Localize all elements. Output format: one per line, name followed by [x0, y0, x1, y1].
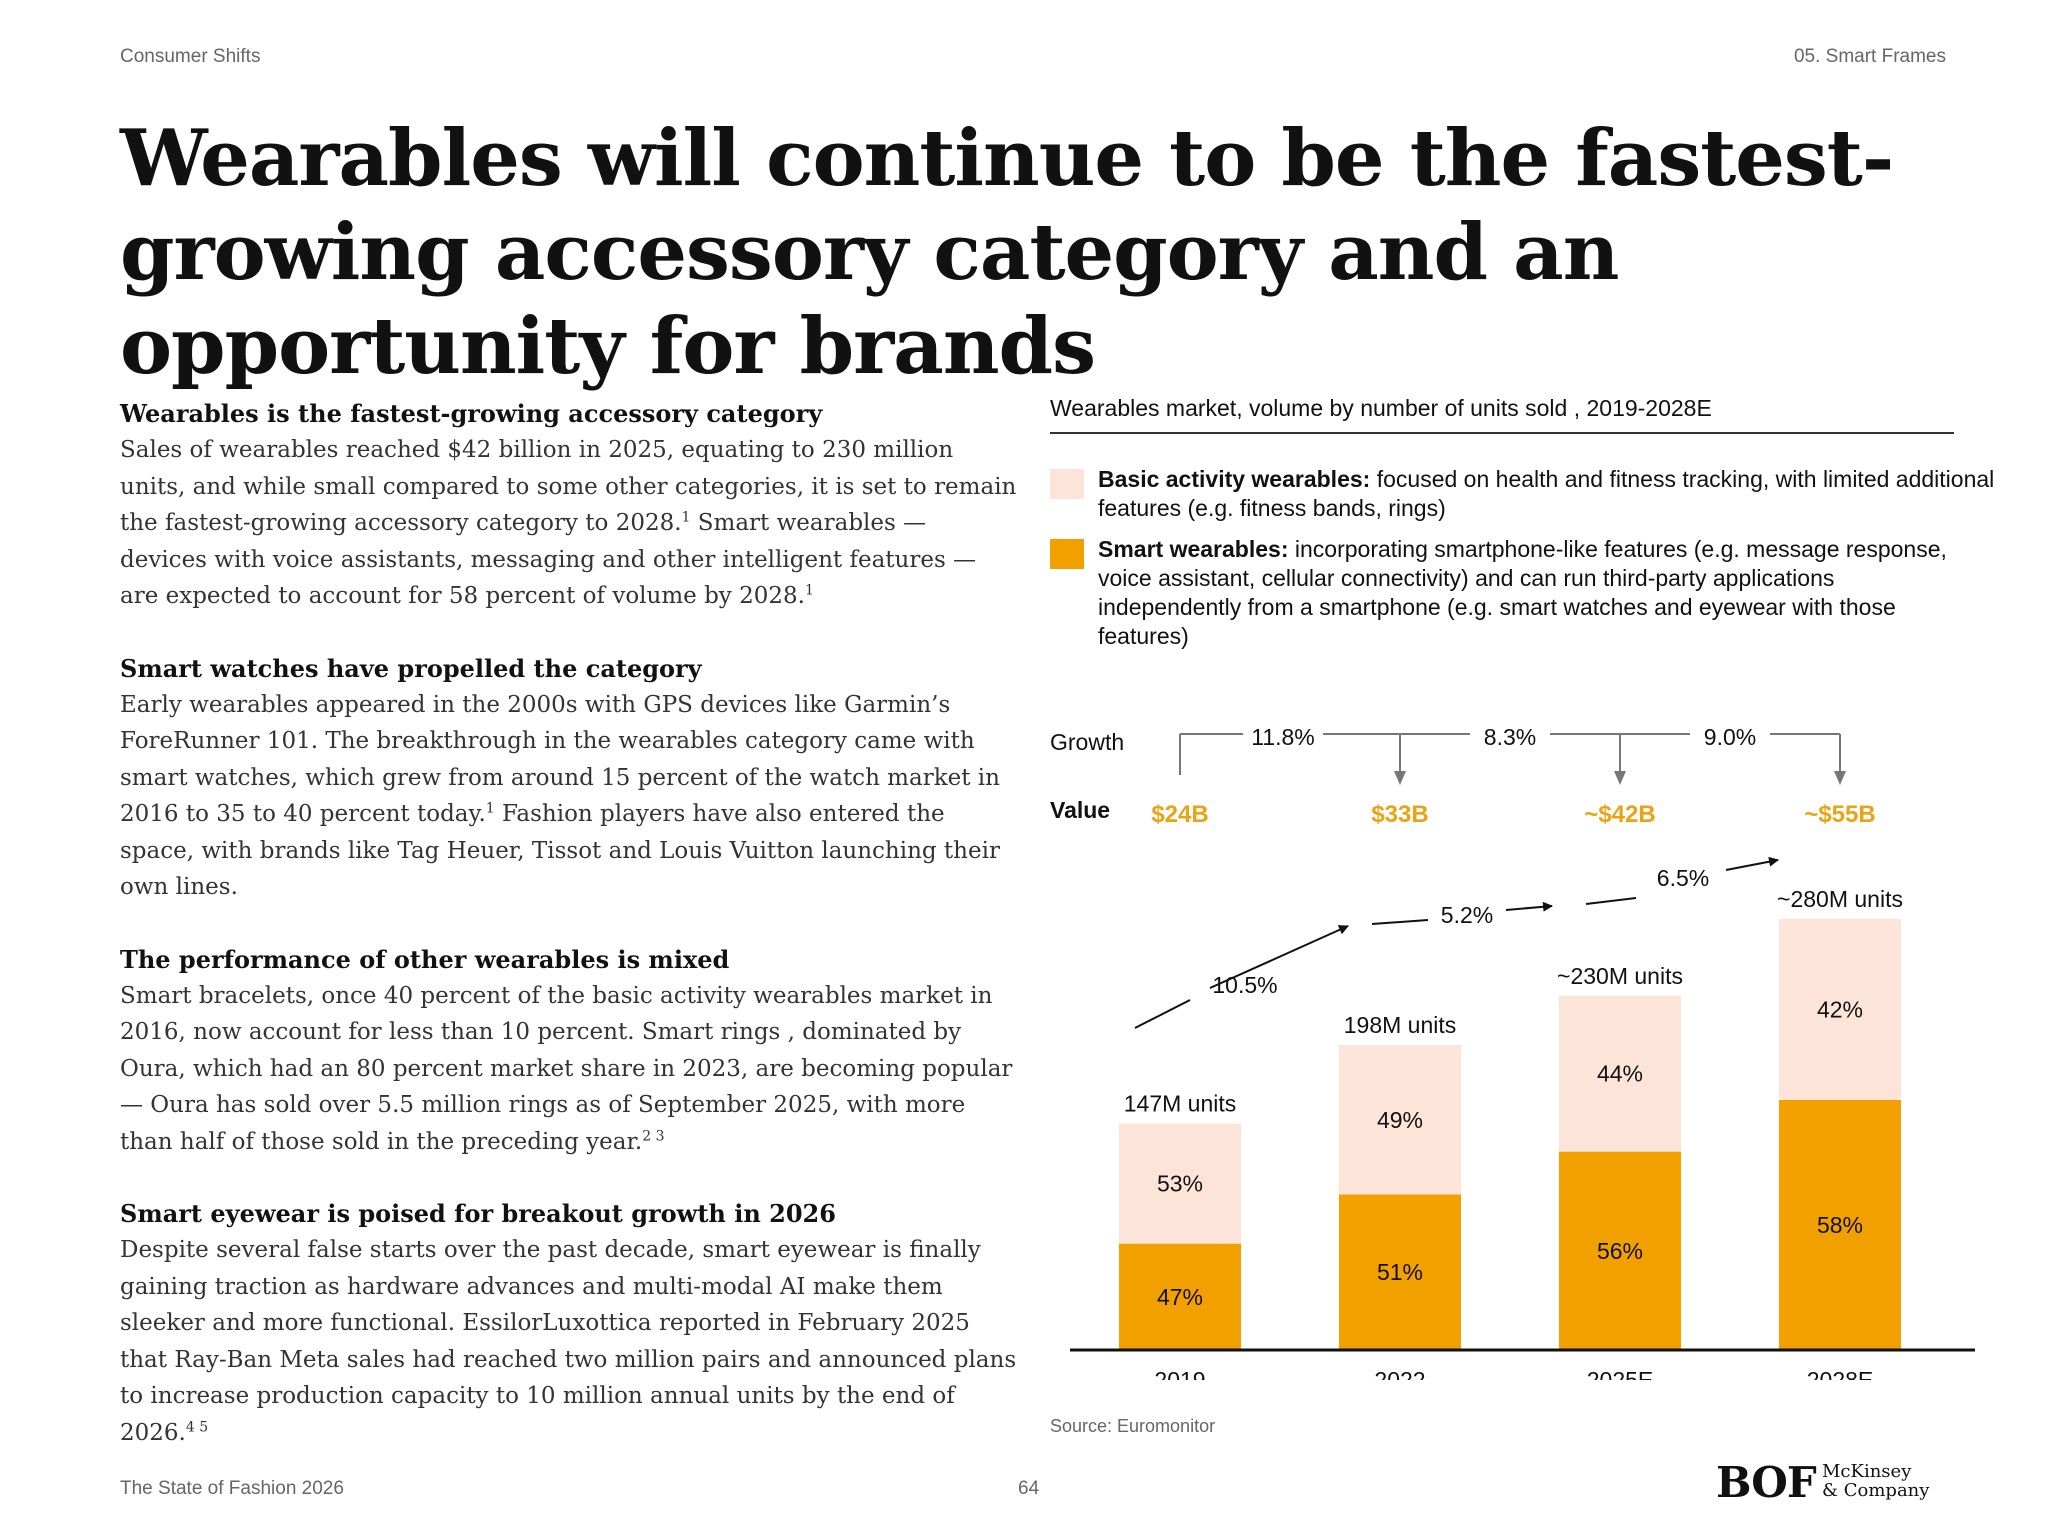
growth-row-label: Growth	[1050, 729, 1124, 755]
footnote-ref: 2 3	[642, 1127, 665, 1144]
market-value-label: $33B	[1371, 801, 1428, 828]
chart-title: Wearables market, volume by number of un…	[1050, 395, 1954, 434]
bar-percent-label-basic: 44%	[1597, 1061, 1643, 1087]
bar-segment-smart	[1119, 1243, 1241, 1350]
volume-growth-label: 10.5%	[1212, 972, 1277, 998]
volume-growth-line	[1134, 999, 1191, 1029]
bof-logo: BOF	[1716, 1458, 1817, 1507]
section-heading: Smart watches have propelled the categor…	[120, 653, 702, 683]
bar-total-label: ~280M units	[1777, 886, 1903, 912]
chapter-label: 05. Smart Frames	[1793, 46, 1946, 67]
volume-growth-line	[1585, 897, 1637, 905]
market-value-label: ~$55B	[1804, 801, 1875, 828]
volume-growth-label: 6.5%	[1657, 865, 1709, 891]
bar-total-label: 147M units	[1124, 1091, 1237, 1117]
legend-swatch-smart	[1050, 539, 1084, 569]
value-row-label: Value	[1050, 797, 1110, 823]
market-value-label: $24B	[1151, 801, 1208, 828]
section-wearables-fastest-growing: Wearables is the fastest-growing accesso…	[120, 396, 1020, 615]
x-tick-label: 2025E	[1587, 1367, 1654, 1380]
section-heading: Wearables is the fastest-growing accesso…	[120, 399, 823, 428]
bar-segment-basic	[1779, 918, 1901, 1100]
legend-series-name: Basic activity wearables:	[1098, 466, 1371, 492]
section-body: Despite several false starts over the pa…	[120, 1237, 1017, 1446]
footer-report-title: The State of Fashion 2026	[120, 1478, 344, 1499]
section-body: Sales of wearables reached $42 billion i…	[120, 437, 1017, 609]
bar-percent-label-smart: 58%	[1817, 1212, 1863, 1238]
section-body: Early wearables appeared in the 2000s wi…	[120, 691, 1000, 901]
bar-percent-label-basic: 49%	[1377, 1107, 1423, 1133]
page-number: 64	[1018, 1478, 1040, 1499]
legend-series-description: focused on health and fitness tracking, …	[1098, 466, 1995, 521]
bar-segment-basic	[1339, 1045, 1461, 1195]
bar-percent-label-basic: 42%	[1817, 996, 1863, 1022]
footnote-ref: 1	[804, 582, 814, 599]
bar-segment-basic	[1559, 995, 1681, 1152]
x-tick-label: 2019	[1154, 1367, 1205, 1380]
volume-growth-label: 5.2%	[1441, 902, 1493, 928]
footnote-ref: 1	[681, 509, 691, 526]
section-smart-watches: Smart watches have propelled the categor…	[120, 651, 1020, 906]
section-smart-eyewear: Smart eyewear is poised for breakout gro…	[120, 1196, 1020, 1451]
section-heading: The performance of other wearables is mi…	[120, 944, 730, 974]
legend-text-smart: Smart wearables: incorporating smartphon…	[1098, 535, 1948, 651]
x-tick-label: 2022	[1374, 1367, 1425, 1380]
stacked-bar-chart: Growth Value 11.8% 8.3% 9.0% $24B $33B ~$42B ~$5…	[1050, 724, 1975, 1380]
bar-total-label: 198M units	[1344, 1012, 1457, 1038]
page-headline: Wearables will continue to be the fastes…	[120, 113, 1894, 392]
volume-growth-arrow	[1505, 901, 1553, 912]
body-text-column: Wearables is the fastest-growing accesso…	[120, 396, 1020, 1487]
legend-item-smart: Smart wearables: incorporating smartphon…	[1050, 535, 1970, 655]
legend-swatch-basic	[1050, 469, 1084, 499]
bar-segment-smart	[1779, 1099, 1901, 1350]
legend-item-basic: Basic activity wearables: focused on hea…	[1050, 465, 1994, 525]
volume-growth-line	[1371, 919, 1429, 925]
section-heading: Smart eyewear is poised for breakout gro…	[120, 1199, 836, 1228]
bar-segment-smart	[1339, 1194, 1461, 1350]
value-growth-label: 11.8%	[1251, 724, 1315, 750]
mckinsey-logo: McKinsey & Company	[1822, 1461, 1930, 1501]
bar-percent-label-smart: 51%	[1377, 1259, 1423, 1285]
legend-series-name: Smart wearables:	[1098, 536, 1289, 562]
bar-percent-label-smart: 47%	[1157, 1284, 1203, 1310]
market-value-label: ~$42B	[1584, 801, 1655, 828]
bar-total-label: ~230M units	[1557, 963, 1683, 989]
report-section-label: Consumer Shifts	[120, 46, 261, 67]
bar-segment-basic	[1119, 1123, 1241, 1244]
x-tick-label: 2028E	[1807, 1367, 1874, 1380]
footnote-ref: 4 5	[185, 1418, 209, 1435]
value-growth-label: 9.0%	[1704, 724, 1756, 750]
legend-text-basic: Basic activity wearables: focused on hea…	[1098, 465, 2018, 523]
volume-growth-arrow	[1725, 856, 1779, 871]
legend-series-description: incorporating smartphone-like features (…	[1098, 536, 1947, 649]
value-growth-label: 8.3%	[1484, 724, 1536, 750]
section-body: Smart bracelets, once 40 percent of the …	[120, 982, 1013, 1155]
section-other-wearables: The performance of other wearables is mi…	[120, 942, 1020, 1161]
chart-source: Source: Euromonitor	[1050, 1416, 1216, 1436]
bar-percent-label-basic: 53%	[1157, 1171, 1203, 1197]
footnote-ref: 1	[485, 800, 495, 817]
volume-growth-arrow	[1209, 925, 1349, 989]
bar-percent-label-smart: 56%	[1597, 1238, 1643, 1264]
bar-segment-smart	[1559, 1151, 1681, 1350]
